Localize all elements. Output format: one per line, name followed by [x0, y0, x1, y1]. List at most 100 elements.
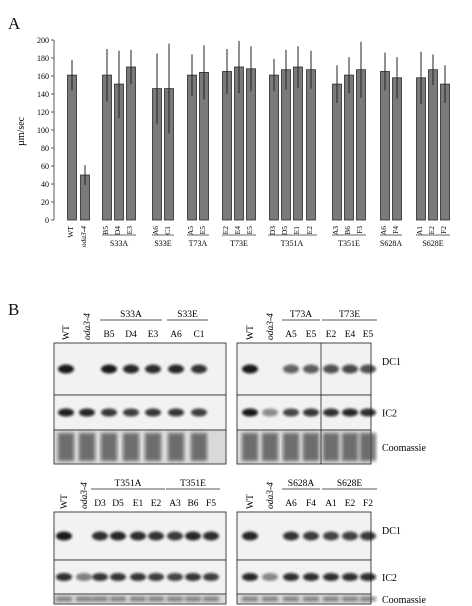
dc1-band: [242, 531, 258, 541]
ic2-band: [168, 408, 184, 417]
ic2-band: [342, 573, 358, 581]
coomassie-band: [242, 597, 258, 601]
dc1-band: [303, 364, 319, 374]
dc1-band: [130, 531, 146, 541]
dc1-band: [283, 531, 299, 541]
ic2-band: [262, 408, 278, 417]
coomassie-band: [167, 597, 183, 601]
lane-label: E2: [345, 499, 356, 509]
bar-label: D3: [268, 226, 277, 235]
lane-label: E4: [345, 330, 356, 340]
dc1-band: [92, 531, 108, 541]
bar-label: A5: [186, 226, 195, 235]
lane-header: WT: [62, 325, 72, 340]
ic2-band: [185, 573, 201, 581]
bar-label: E5: [245, 226, 254, 235]
coomassie-band: [101, 433, 117, 461]
bar-label: A6: [379, 226, 388, 235]
row-label: IC2: [382, 573, 397, 584]
lane-label: E2: [326, 330, 337, 340]
dc1-band: [148, 531, 164, 541]
group-name: S33E: [177, 310, 198, 320]
dc1-band: [191, 364, 207, 374]
dc1-band: [360, 531, 376, 541]
lane-label: A5: [285, 330, 297, 340]
lane-label: F4: [306, 499, 316, 509]
dc1-band: [342, 364, 358, 374]
bar-label: E2: [305, 226, 314, 235]
coomassie-band: [168, 433, 184, 461]
coomassie-band: [283, 433, 299, 461]
group-label: S33E: [154, 239, 171, 248]
blot-b1: WT oda3-4 S33A B5 D4 E3 S33E A6 C1: [53, 310, 227, 465]
ic2-band: [242, 573, 258, 581]
y-tick-label: 80: [41, 144, 49, 153]
ic2-band: [76, 573, 92, 581]
bar-label: A6: [151, 226, 160, 235]
coomassie-band: [56, 597, 72, 601]
panel-b-label: B: [8, 300, 20, 319]
dc1-band: [123, 364, 139, 374]
dc1-band: [323, 531, 339, 541]
y-tick-label: 140: [37, 90, 49, 99]
coomassie-band: [79, 433, 95, 461]
dc1-band: [360, 364, 376, 374]
ic2-band: [283, 573, 299, 581]
bar-label: E4: [233, 226, 242, 235]
lane-label: E2: [151, 499, 162, 509]
bar-label: A3: [331, 226, 340, 235]
ic2-band: [283, 408, 299, 417]
row-label: Coomassie: [382, 443, 426, 454]
ic2-band: [191, 408, 207, 417]
dc1-band: [323, 364, 339, 374]
group-label: T73E: [230, 239, 248, 248]
row-label: DC1: [382, 526, 401, 537]
group-label: S628A: [380, 239, 402, 248]
speed-bar-chart: 0 20 40 60 80 100 120 140 160 180 200 µm/sec WT oda3-…: [16, 36, 450, 248]
bar-label: D4: [113, 226, 122, 235]
lane-label: F2: [363, 499, 373, 509]
y-tick-label: 200: [37, 36, 49, 45]
group-label: S33A: [110, 239, 128, 248]
bar-label: D5: [280, 226, 289, 235]
group-name: S628E: [337, 479, 363, 489]
lane-label: A6: [285, 499, 297, 509]
lane-label: B6: [187, 499, 198, 509]
y-tick-label: 180: [37, 54, 49, 63]
group-label: S628E: [422, 239, 443, 248]
lane-label: A6: [170, 330, 182, 340]
coomassie-band: [303, 597, 319, 601]
ic2-band: [303, 408, 319, 417]
bar-label: B5: [101, 226, 110, 235]
bar-label: F3: [355, 226, 364, 234]
ic2-band: [79, 408, 95, 417]
group-label: T351A: [281, 239, 304, 248]
ic2-band: [242, 408, 258, 417]
bar-label: F2: [439, 226, 448, 234]
group-name: T73A: [290, 310, 312, 320]
group-label: T73A: [189, 239, 208, 248]
dc1-band: [185, 531, 201, 541]
ic2-band: [303, 573, 319, 581]
bar-label: E1: [292, 226, 301, 235]
group-name: T351E: [180, 479, 206, 489]
blot-b3: WT oda3-4 T351A D3 D5 E1 E2 T351E A3 B6 F5: [53, 479, 227, 605]
dc1-band: [101, 364, 117, 374]
coomassie-band: [191, 433, 207, 461]
bar-label: F4: [391, 226, 400, 234]
coomassie-band: [360, 433, 376, 461]
coomassie-band: [360, 597, 376, 601]
ic2-band: [92, 573, 108, 581]
lane-header: oda3-4: [80, 482, 90, 509]
coomassie-band: [262, 433, 278, 461]
y-tick-label: 160: [37, 72, 49, 81]
coomassie-band: [185, 597, 201, 601]
coomassie-band: [130, 597, 146, 601]
dc1-band: [342, 531, 358, 541]
bar-label: E2: [221, 226, 230, 235]
dc1-band: [203, 531, 219, 541]
lane-label: D3: [94, 499, 106, 509]
bar-label: A1: [415, 226, 424, 235]
bar-label: C1: [163, 226, 172, 235]
